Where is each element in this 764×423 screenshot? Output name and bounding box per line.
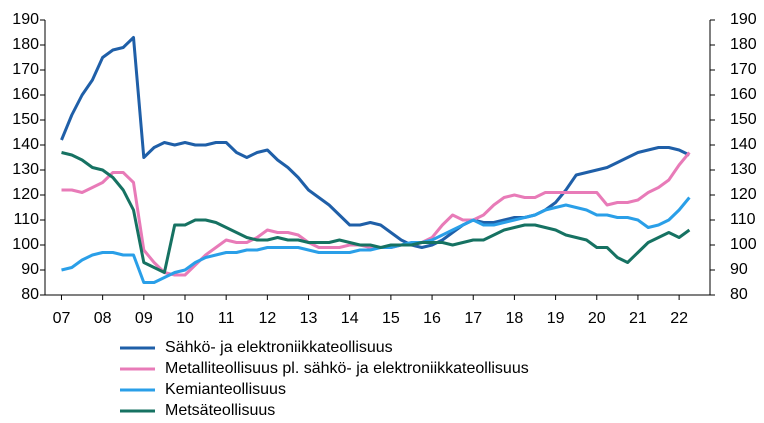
- y2-tick-label: 140: [730, 136, 757, 153]
- y2-tick-label: 110: [730, 211, 756, 228]
- x-tick-label: 09: [135, 310, 153, 327]
- series-line: [61, 151, 691, 274]
- x-tick-label: 18: [506, 310, 524, 327]
- x-tick-label: 15: [382, 310, 400, 327]
- y-tick-label: 170: [12, 61, 39, 78]
- y-tick-label: 100: [12, 236, 39, 253]
- y2-tick-label: 190: [730, 11, 757, 28]
- y-tick-label: 130: [12, 161, 39, 178]
- y-tick-label: 90: [21, 261, 39, 278]
- y2-tick-label: 150: [730, 111, 757, 128]
- y2-tick-label: 100: [730, 236, 757, 253]
- x-tick-label: 16: [423, 310, 441, 327]
- y-tick-label: 180: [12, 36, 39, 53]
- y2-tick-label: 120: [730, 186, 757, 203]
- x-tick-label: 08: [94, 310, 112, 327]
- x-tick-label: 19: [547, 310, 565, 327]
- x-tick-label: 10: [176, 310, 194, 327]
- series-line: [60, 36, 691, 249]
- x-tick-label: 12: [258, 310, 276, 327]
- x-tick-label: 22: [670, 310, 688, 327]
- y-tick-label: 160: [12, 86, 39, 103]
- x-tick-label: 07: [53, 310, 71, 327]
- y-tick-label: 120: [12, 186, 39, 203]
- series-line: [61, 196, 691, 284]
- y-tick-label: 80: [21, 286, 39, 303]
- y-tick-label: 140: [12, 136, 39, 153]
- y2-tick-label: 90: [730, 261, 748, 278]
- y2-tick-label: 80: [730, 286, 748, 303]
- legend-label: Metalliteollisuus pl. sähkö- ja elektron…: [165, 360, 529, 377]
- x-tick-label: 21: [629, 310, 647, 327]
- x-tick-label: 17: [464, 310, 482, 327]
- legend-label: Kemianteollisuus: [165, 381, 286, 398]
- y2-tick-label: 180: [730, 36, 757, 53]
- x-tick-label: 11: [218, 310, 235, 327]
- legend-label: Sähkö- ja elektroniikkateollisuus: [165, 339, 393, 356]
- y2-tick-label: 160: [730, 86, 757, 103]
- y-tick-label: 110: [13, 211, 39, 228]
- x-tick-label: 14: [341, 310, 359, 327]
- y2-tick-label: 170: [730, 61, 757, 78]
- y-tick-label: 150: [12, 111, 39, 128]
- y-tick-label: 190: [12, 11, 39, 28]
- x-tick-label: 13: [300, 310, 318, 327]
- x-tick-label: 20: [588, 310, 606, 327]
- legend-label: Metsäteollisuus: [165, 402, 275, 419]
- y2-tick-label: 130: [730, 161, 757, 178]
